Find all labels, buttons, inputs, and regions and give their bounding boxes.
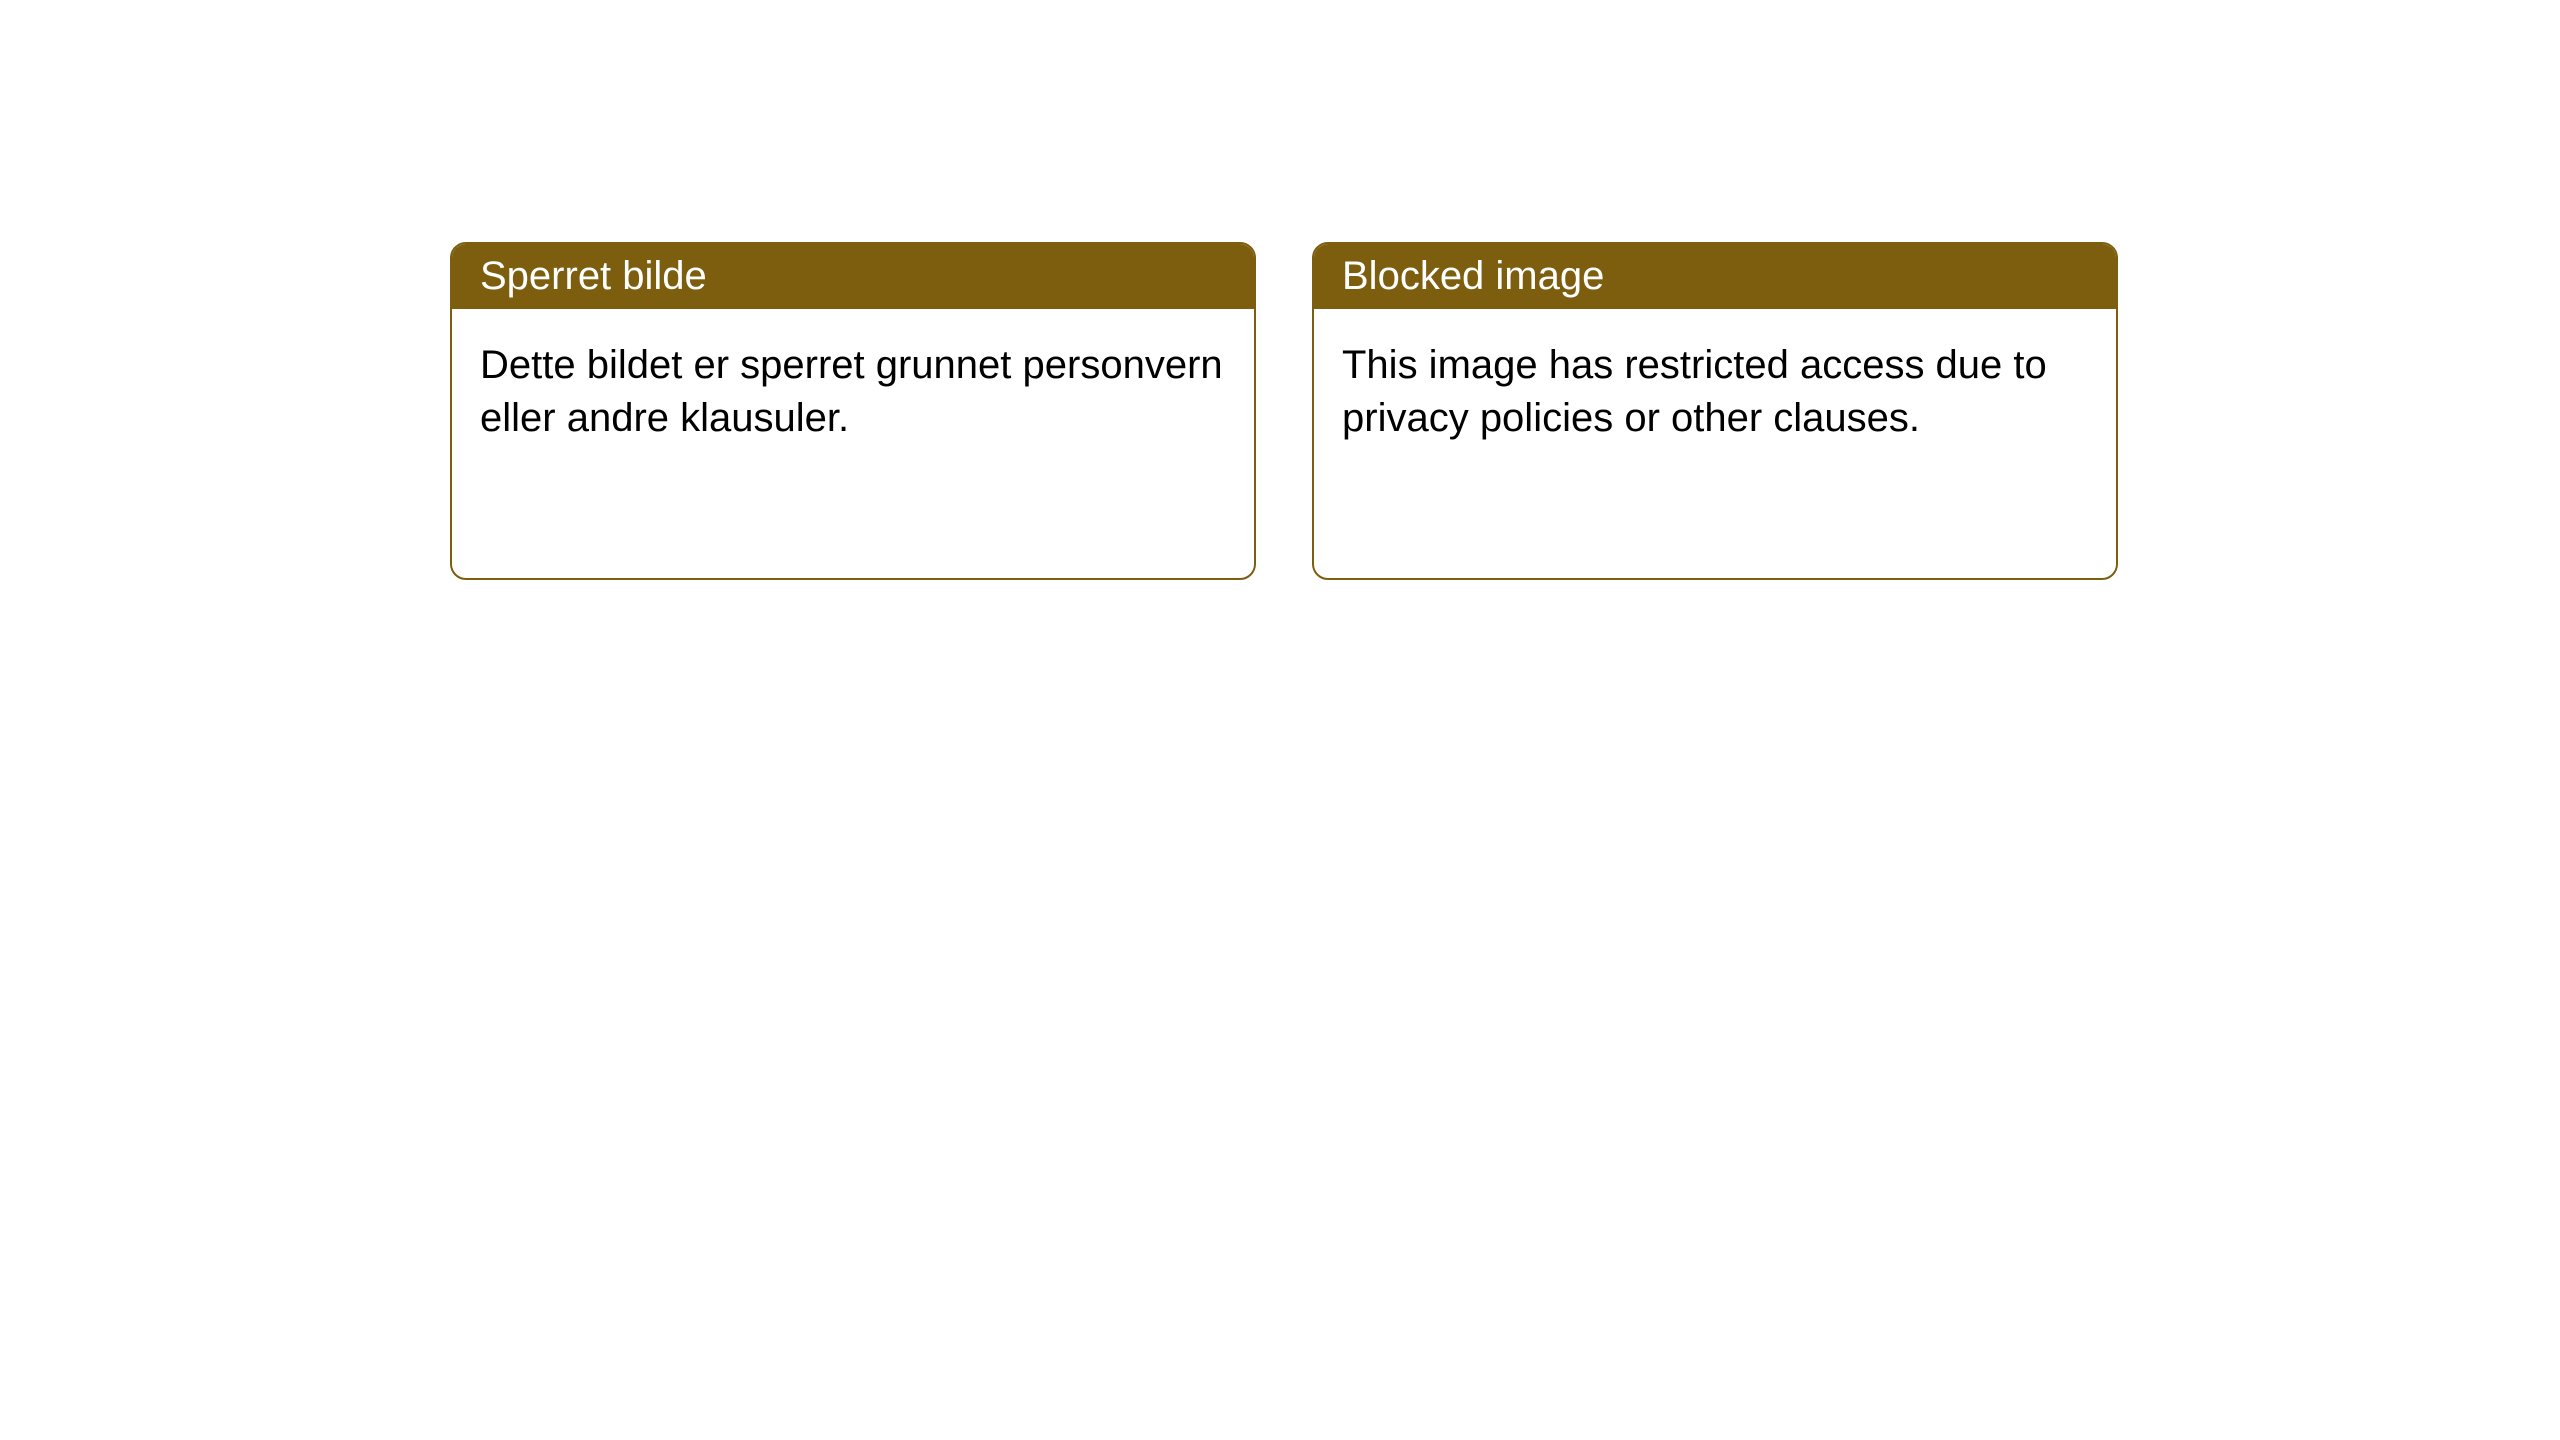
notice-header: Sperret bilde [452,244,1254,309]
notice-body: Dette bildet er sperret grunnet personve… [452,309,1254,475]
notice-container: Sperret bilde Dette bildet er sperret gr… [0,0,2560,580]
notice-title: Blocked image [1342,254,1604,298]
notice-body-text: Dette bildet er sperret grunnet personve… [480,343,1223,440]
notice-box-english: Blocked image This image has restricted … [1312,242,2118,580]
notice-body: This image has restricted access due to … [1314,309,2116,475]
notice-title: Sperret bilde [480,254,707,298]
notice-box-norwegian: Sperret bilde Dette bildet er sperret gr… [450,242,1256,580]
notice-header: Blocked image [1314,244,2116,309]
notice-body-text: This image has restricted access due to … [1342,343,2047,440]
